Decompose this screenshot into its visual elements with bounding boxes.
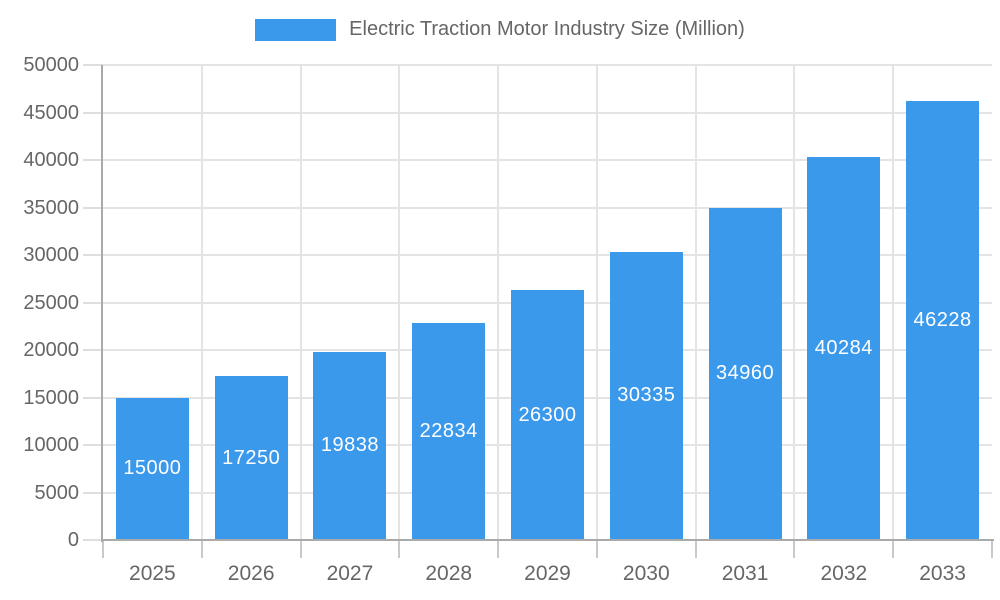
y-axis-label: 45000 xyxy=(23,101,79,124)
x-gridline xyxy=(892,65,895,540)
y-axis-label: 5000 xyxy=(34,481,80,504)
bar-value-label: 19838 xyxy=(320,434,379,457)
x-axis-tick xyxy=(102,540,104,558)
x-axis-tick xyxy=(398,540,401,558)
y-axis-label: 0 xyxy=(67,529,79,551)
x-axis-label: 2030 xyxy=(622,562,670,585)
x-axis-label: 2031 xyxy=(721,562,769,585)
x-axis-label: 2028 xyxy=(425,562,473,585)
y-axis-label: 15000 xyxy=(23,386,79,409)
bar-value-label: 17250 xyxy=(222,446,281,469)
bar-value-label: 34960 xyxy=(715,362,775,385)
x-axis-line xyxy=(101,539,994,541)
x-axis-tick xyxy=(299,540,302,558)
x-axis-label: 2027 xyxy=(326,562,374,585)
x-axis-tick xyxy=(892,540,895,558)
bar[interactable]: 22834 xyxy=(412,323,486,540)
y-axis-tick xyxy=(83,64,103,66)
y-axis-tick xyxy=(83,491,103,494)
x-axis-tick xyxy=(595,540,598,558)
bar-value-label: 26300 xyxy=(518,403,577,426)
x-axis-tick xyxy=(793,540,796,558)
y-axis-tick xyxy=(83,444,103,446)
y-gridline xyxy=(103,64,992,66)
y-axis-tick xyxy=(83,159,103,161)
bar[interactable]: 26300 xyxy=(511,290,584,540)
bar[interactable]: 17250 xyxy=(214,376,288,540)
y-axis-label: 10000 xyxy=(23,434,79,456)
legend[interactable]: Electric Traction Motor Industry Size (M… xyxy=(0,18,1000,41)
y-axis-label: 35000 xyxy=(23,196,79,219)
y-axis-label: 20000 xyxy=(23,339,79,361)
bar[interactable]: 15000 xyxy=(115,397,189,540)
y-axis-label: 25000 xyxy=(23,291,79,314)
x-axis-label: 2026 xyxy=(227,562,275,585)
bar-value-label: 22834 xyxy=(419,420,478,443)
y-gridline xyxy=(103,111,992,114)
y-gridline xyxy=(103,159,992,161)
y-axis-label: 50000 xyxy=(23,54,79,76)
bar[interactable]: 34960 xyxy=(708,207,782,540)
bar[interactable]: 19838 xyxy=(313,351,387,540)
bar[interactable]: 30335 xyxy=(609,251,683,540)
y-axis-tick xyxy=(83,349,103,351)
x-gridline xyxy=(398,65,401,540)
x-gridline xyxy=(595,65,598,540)
bar-value-label: 46228 xyxy=(913,308,972,331)
bar-value-label: 30335 xyxy=(617,384,676,407)
y-axis-tick xyxy=(83,539,103,541)
x-axis-label: 2029 xyxy=(524,562,571,585)
bar[interactable]: 46228 xyxy=(906,100,980,540)
bar[interactable]: 40284 xyxy=(807,157,881,540)
x-gridline xyxy=(497,65,500,540)
y-axis-tick xyxy=(83,396,103,399)
x-axis-label: 2032 xyxy=(820,562,868,585)
y-axis-label: 30000 xyxy=(23,244,79,266)
bar-value-label: 40284 xyxy=(814,337,873,360)
y-axis-tick xyxy=(83,254,103,256)
x-gridline xyxy=(793,65,796,540)
x-axis-tick xyxy=(991,540,993,558)
x-gridline xyxy=(299,65,302,540)
y-axis-line xyxy=(101,65,103,542)
legend-label: Electric Traction Motor Industry Size (M… xyxy=(349,18,745,40)
y-gridline xyxy=(103,206,992,209)
y-axis-tick xyxy=(83,301,103,304)
y-axis-tick xyxy=(83,206,103,209)
y-axis-label: 40000 xyxy=(23,149,79,171)
x-axis-label: 2033 xyxy=(919,562,966,585)
bar-value-label: 15000 xyxy=(123,457,182,480)
x-axis-tick xyxy=(200,540,203,558)
x-gridline xyxy=(200,65,203,540)
x-axis-label: 2025 xyxy=(129,562,176,585)
legend-swatch xyxy=(255,18,337,41)
x-axis-tick xyxy=(497,540,500,558)
y-axis-tick xyxy=(83,111,103,114)
x-axis-tick xyxy=(694,540,697,558)
x-gridline xyxy=(694,65,697,540)
y-gridline xyxy=(103,254,992,256)
